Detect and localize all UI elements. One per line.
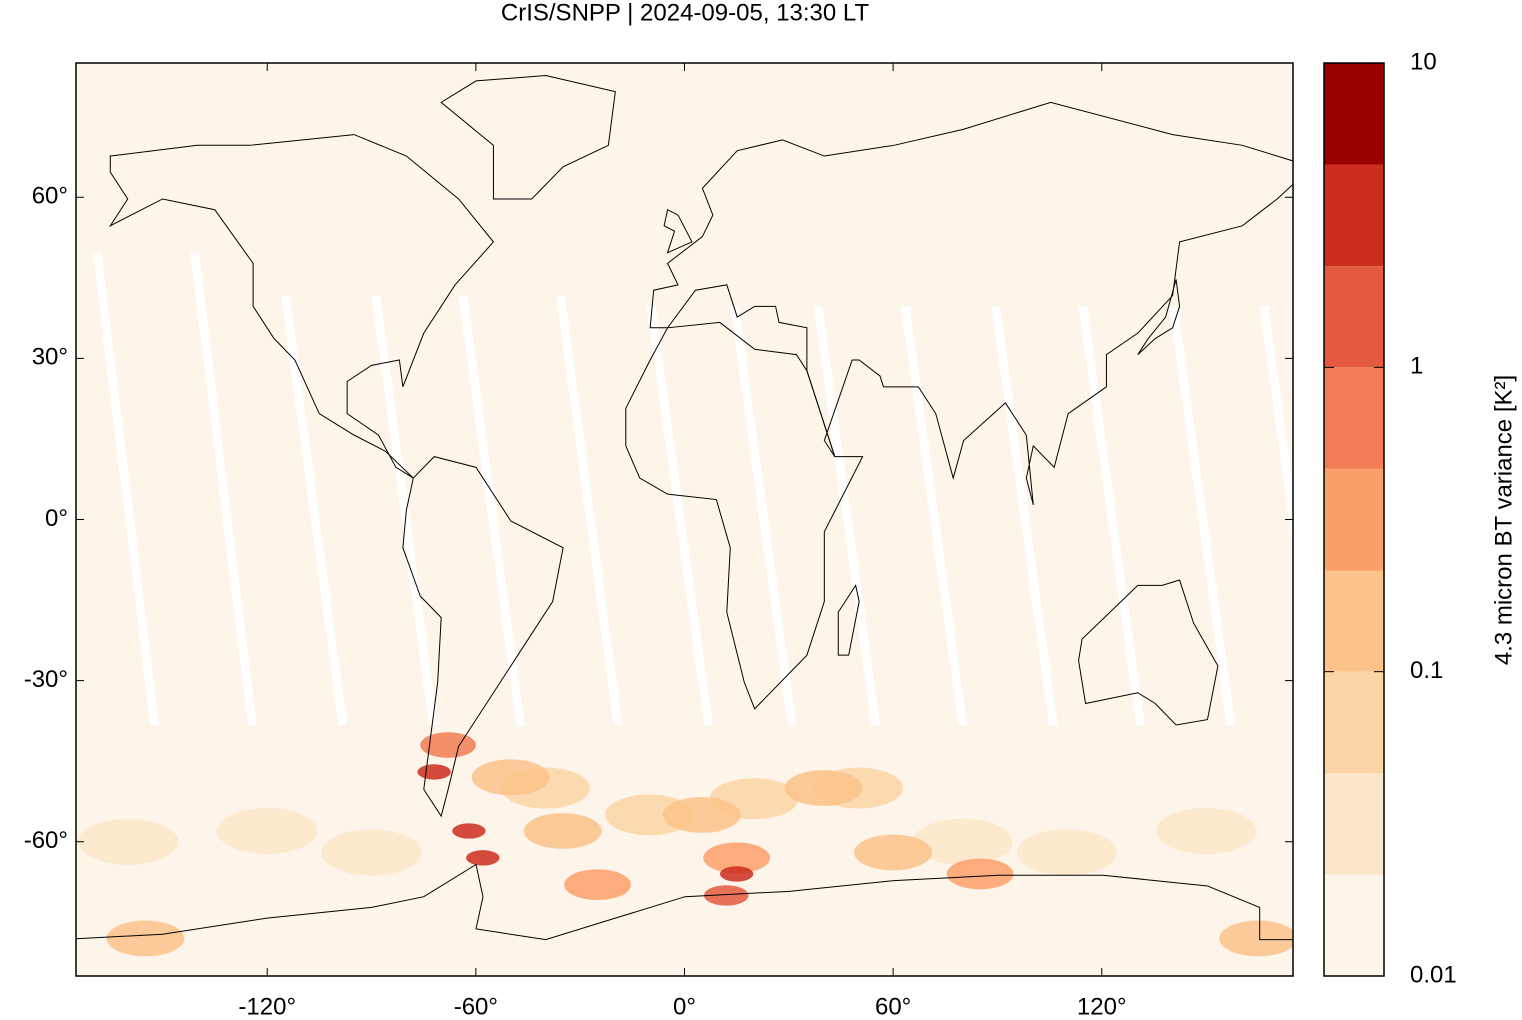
heat-cell (1016, 829, 1118, 876)
heat-cell (1219, 920, 1293, 957)
heat-cell (466, 850, 500, 866)
x-tick-label: -120° (238, 993, 296, 1020)
heat-cell (784, 770, 863, 806)
x-tick-label: -60° (454, 993, 498, 1020)
heat-cell (703, 842, 771, 874)
heatmap (78, 732, 1293, 957)
heat-cell (1155, 807, 1257, 855)
heat-cell (78, 818, 179, 865)
colorbar-band (1324, 773, 1384, 875)
heat-cell (946, 858, 1014, 890)
y-tick-label: -60° (24, 827, 68, 854)
heat-cell (564, 869, 631, 901)
y-tick-label: 60° (32, 183, 68, 210)
colorbar-band (1324, 570, 1384, 672)
x-tick-label: 120° (1077, 993, 1127, 1020)
heat-cell (106, 920, 185, 957)
heat-cell (854, 834, 933, 871)
y-tick-label: 30° (32, 344, 68, 371)
heat-cell (471, 759, 550, 796)
colorbar-band (1324, 468, 1384, 571)
colorbar-band (1324, 874, 1384, 976)
colorbar-tick-label: 1 (1410, 353, 1423, 380)
colorbar-tick-label: 10 (1410, 48, 1437, 75)
heat-cell (321, 829, 422, 876)
colorbar-band (1324, 367, 1384, 469)
colorbar-band (1324, 671, 1384, 774)
heat-cell (719, 866, 754, 882)
y-tick-label: -30° (24, 666, 68, 693)
x-tick-label: 60° (875, 993, 911, 1020)
swaths (92, 252, 1293, 725)
heat-cell (417, 764, 451, 780)
colorbar-band (1324, 164, 1384, 267)
y-tick-label: 0° (45, 505, 68, 532)
colorbar-band (1324, 63, 1384, 165)
heat-cell (523, 813, 602, 849)
heat-cell (452, 823, 486, 839)
colorbar-tick-label: 0.01 (1410, 961, 1457, 988)
colorbar-frame (1323, 62, 1385, 977)
colorbar (1324, 63, 1384, 976)
chart-title: CrIS/SNPP | 2024-09-05, 13:30 LT (501, 0, 870, 26)
colorbar-label: 4.3 micron BT variance [K²] (1490, 375, 1517, 665)
x-tick-label: 0° (673, 993, 696, 1020)
heat-cell (912, 818, 1013, 865)
heat-cell (420, 732, 476, 758)
map-layer (58, 76, 1312, 940)
heat-cell (217, 807, 318, 855)
colorbar-tick-label: 0.1 (1410, 657, 1443, 684)
coastlines (58, 76, 1312, 940)
colorbar-band (1324, 266, 1384, 368)
heat-cell (703, 885, 749, 906)
heat-cell (662, 796, 741, 833)
